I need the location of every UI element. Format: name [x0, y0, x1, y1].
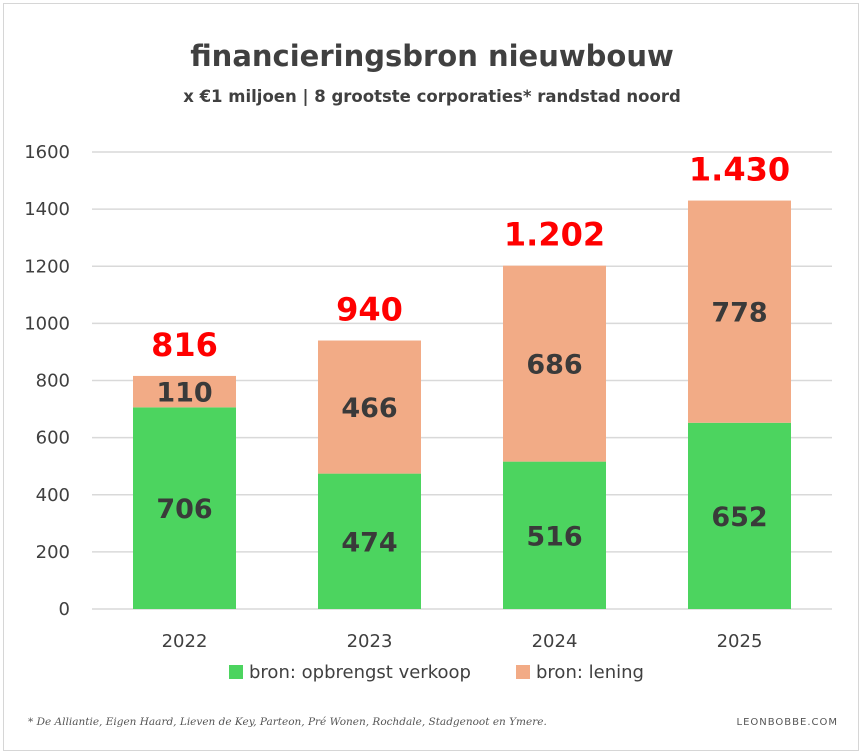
y-tick-label: 1000 — [24, 313, 70, 334]
data-label-lening-2022: 110 — [156, 378, 212, 409]
y-tick-label: 400 — [36, 485, 70, 506]
data-label-verkoop-2022: 706 — [156, 494, 212, 525]
x-tick-label: 2024 — [532, 631, 578, 652]
data-label-lening-2023: 466 — [341, 393, 397, 424]
legend-label-lening: bron: lening — [536, 662, 644, 683]
data-label-lening-2025: 778 — [711, 298, 767, 329]
data-label-verkoop-2023: 474 — [341, 527, 397, 558]
y-tick-label: 800 — [36, 371, 70, 392]
y-tick-label: 0 — [59, 599, 70, 620]
legend-swatch-verkoop — [229, 665, 243, 679]
bar-verkoop-2024 — [503, 461, 606, 609]
bar-lening-2024 — [503, 265, 606, 462]
legend-label-verkoop: bron: opbrengst verkoop — [249, 662, 471, 683]
data-label-verkoop-2024: 516 — [526, 521, 582, 552]
data-label-lening-2024: 686 — [526, 350, 582, 381]
bar-lening-2022 — [133, 375, 236, 408]
bars: 706 110 816 474 466 940 516 686 1.202 652 778 1.430 — [133, 151, 791, 609]
chart-subtitle: x €1 miljoen | 8 grootste corporaties* r… — [183, 87, 681, 107]
y-tick-label: 200 — [36, 542, 70, 563]
x-tick-label: 2025 — [717, 631, 763, 652]
legend-swatch-lening — [516, 665, 530, 679]
bar-verkoop-2022 — [133, 407, 236, 609]
total-label-2024: 1.202 — [504, 216, 605, 254]
footnote: * De Alliantie, Eigen Haard, Lieven de K… — [28, 716, 547, 728]
bar-verkoop-2023 — [318, 473, 421, 609]
legend: bron: opbrengst verkoop bron: lening — [229, 662, 644, 683]
y-tick-label: 1200 — [24, 256, 70, 277]
y-axis-ticks: 0 200 400 600 800 1000 1200 1400 1600 — [24, 142, 70, 620]
y-tick-label: 600 — [36, 428, 70, 449]
x-tick-label: 2022 — [162, 631, 208, 652]
x-tick-label: 2023 — [347, 631, 393, 652]
total-label-2023: 940 — [336, 291, 403, 329]
y-tick-label: 1600 — [24, 142, 70, 163]
credit: LEONBOBBE.COM — [737, 717, 839, 728]
total-label-2022: 816 — [151, 326, 218, 364]
total-label-2025: 1.430 — [689, 151, 790, 189]
data-label-verkoop-2025: 652 — [711, 502, 767, 533]
y-tick-label: 1400 — [24, 199, 70, 220]
bar-verkoop-2025 — [688, 422, 791, 609]
bar-lening-2025 — [688, 200, 791, 423]
chart-title: financieringsbron nieuwbouw — [190, 39, 674, 73]
x-axis-ticks: 2022 2023 2024 2025 — [162, 631, 763, 652]
bar-lening-2023 — [318, 340, 421, 474]
